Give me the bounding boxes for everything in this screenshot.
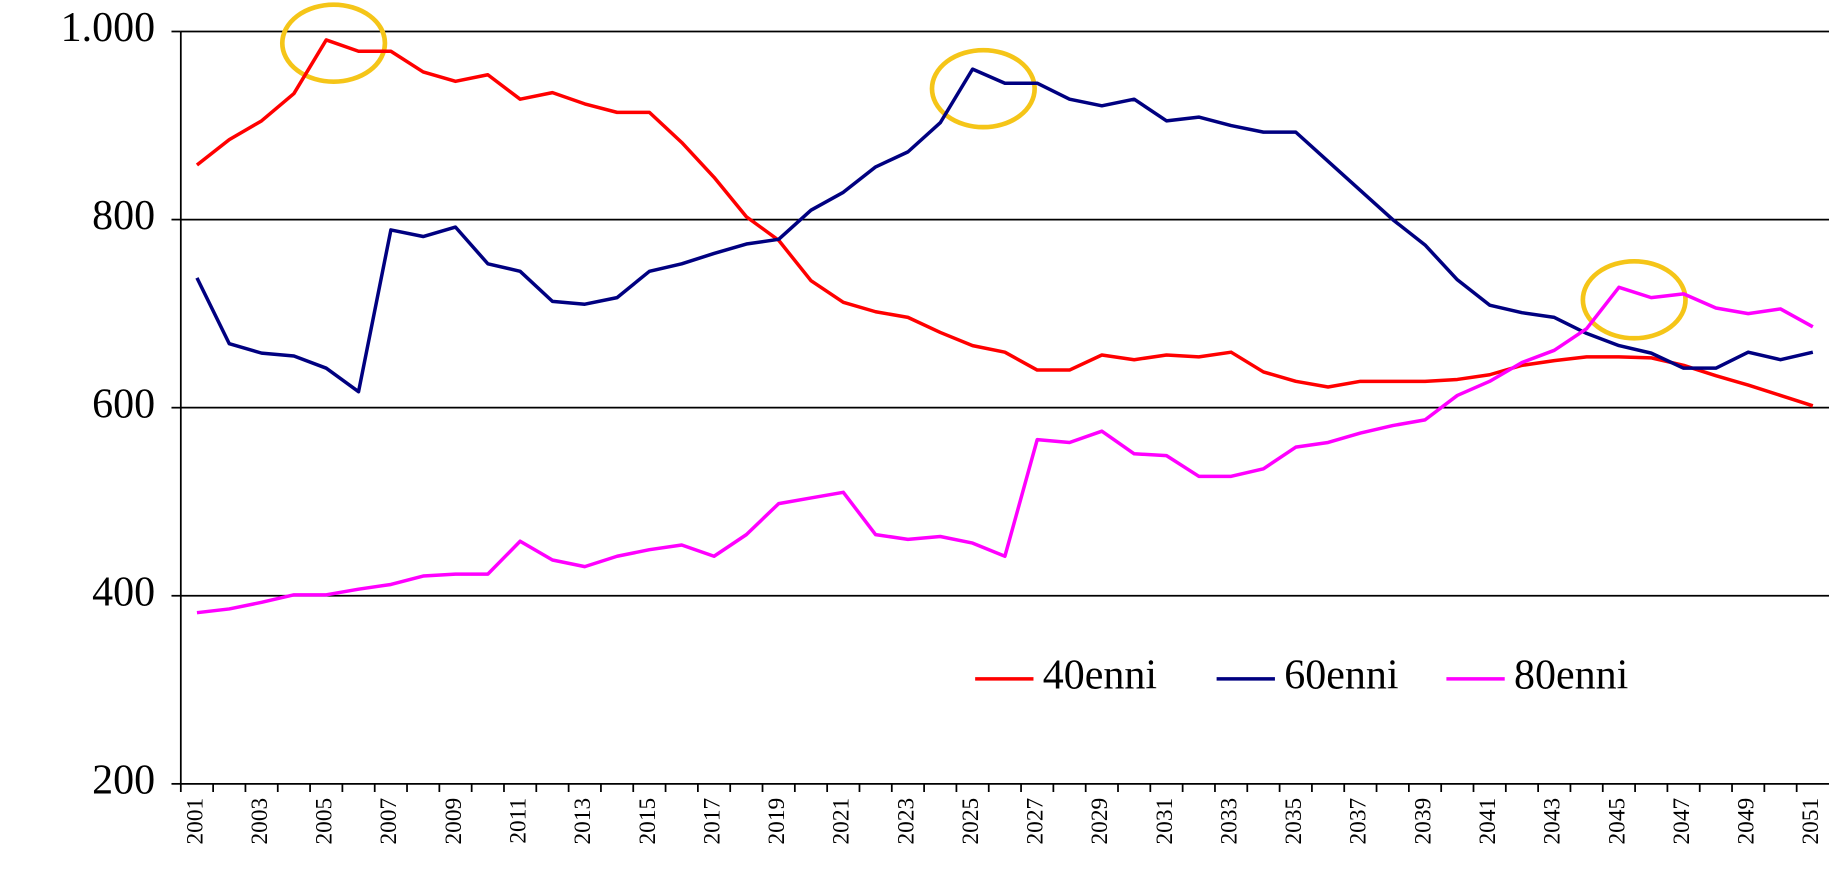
series-line bbox=[195, 67, 1814, 394]
x-tick-label: 2041 bbox=[1475, 798, 1501, 845]
legend-label: 60enni bbox=[1284, 653, 1398, 699]
y-tick-label: 400 bbox=[92, 569, 155, 615]
legend-label: 80enni bbox=[1514, 653, 1628, 699]
series-line bbox=[196, 285, 1814, 615]
x-tick-label: 2027 bbox=[1023, 798, 1049, 845]
highlight-circle bbox=[929, 47, 1037, 130]
series-line bbox=[195, 38, 1814, 408]
x-tick-label: 2005 bbox=[312, 798, 338, 845]
x-tick-label: 2001 bbox=[182, 798, 208, 845]
legend-label: 40enni bbox=[1043, 653, 1157, 699]
x-tick-label: 2019 bbox=[764, 798, 790, 845]
x-tick-label: 2021 bbox=[829, 798, 855, 845]
x-tick-label: 2011 bbox=[505, 798, 531, 844]
x-tick-label: 2025 bbox=[958, 798, 984, 845]
y-tick-label: 1.000 bbox=[61, 5, 155, 51]
x-tick-label: 2045 bbox=[1604, 798, 1630, 845]
x-tick-label: 2047 bbox=[1669, 798, 1695, 845]
x-tick-label: 2003 bbox=[247, 798, 273, 845]
x-tick-label: 2015 bbox=[635, 798, 661, 845]
x-tick-label: 2039 bbox=[1410, 798, 1436, 845]
y-tick-label: 800 bbox=[92, 193, 155, 239]
x-tick-label: 2037 bbox=[1346, 798, 1372, 845]
x-tick-label: 2023 bbox=[893, 798, 919, 845]
x-tick-label: 2007 bbox=[376, 798, 402, 845]
highlight-circle bbox=[1580, 258, 1688, 341]
x-tick-label: 2049 bbox=[1734, 798, 1760, 845]
y-tick-label: 600 bbox=[92, 381, 155, 427]
x-tick-label: 2013 bbox=[570, 798, 596, 845]
highlight-circle bbox=[279, 2, 388, 84]
x-tick-label: 2033 bbox=[1216, 798, 1242, 845]
x-tick-label: 2017 bbox=[699, 798, 725, 845]
x-tick-label: 2029 bbox=[1087, 798, 1113, 845]
x-tick-label: 2009 bbox=[441, 798, 467, 845]
x-tick-label: 2031 bbox=[1152, 798, 1178, 845]
x-tick-label: 2051 bbox=[1798, 798, 1824, 845]
y-tick-label: 200 bbox=[92, 757, 155, 803]
x-tick-label: 2035 bbox=[1281, 798, 1307, 845]
x-tick-label: 2043 bbox=[1540, 798, 1566, 845]
highlights bbox=[279, 2, 1688, 341]
